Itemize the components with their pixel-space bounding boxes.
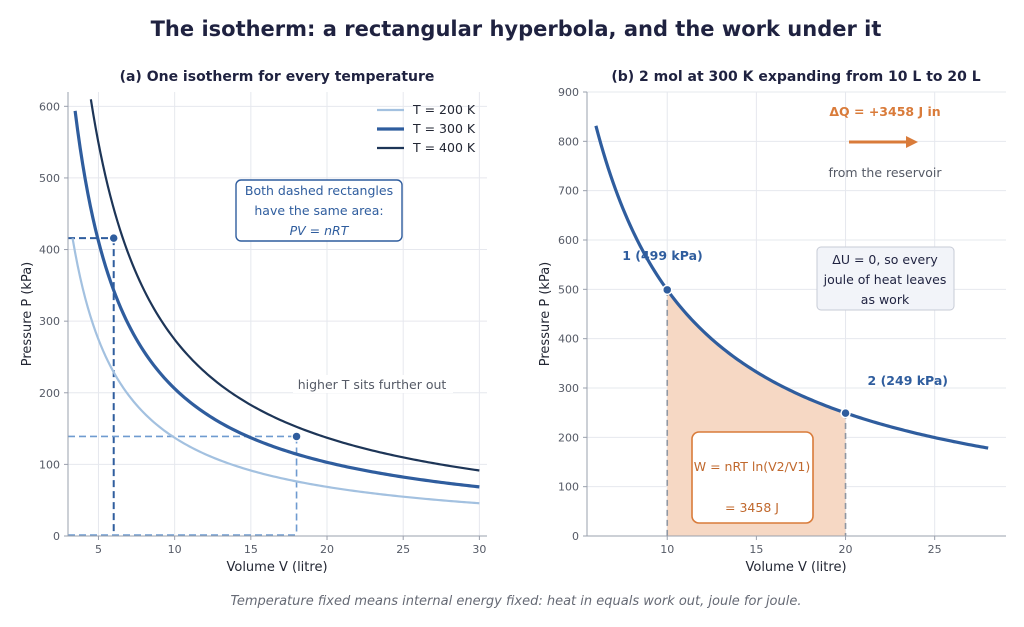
panel-b-xlabel: Volume V (litre) xyxy=(745,560,846,575)
panel-b-title: (b) 2 mol at 300 K expanding from 10 L t… xyxy=(611,69,980,85)
state-label-1: 1 (499 kPa) xyxy=(622,248,703,263)
y-tick-label: 500 xyxy=(558,283,579,296)
isotherm-t300 xyxy=(73,110,480,489)
panel-a-grid xyxy=(68,92,487,537)
state-point-1 xyxy=(108,232,119,244)
y-tick-label: 400 xyxy=(39,244,60,257)
panel-b-ticks: 10 15 20 25 0 100 200 300 400 500 600 700 800 900 xyxy=(558,86,942,556)
y-tick-label: 200 xyxy=(558,431,579,444)
area-note-line3: PV = nRT xyxy=(290,223,350,238)
panel-a-legend: T = 200 K T = 300 K T = 400 K xyxy=(377,102,476,155)
area-note-line2: have the same area: xyxy=(254,203,383,218)
legend-label: T = 200 K xyxy=(412,102,476,117)
y-tick-label: 100 xyxy=(558,481,579,494)
y-tick-label: 0 xyxy=(572,530,579,543)
x-tick-label: 15 xyxy=(244,543,258,556)
x-tick-label: 25 xyxy=(928,543,942,556)
y-tick-label: 800 xyxy=(558,135,579,148)
panel-a-xlabel: Volume V (litre) xyxy=(226,560,327,575)
state-point-1 xyxy=(661,284,673,296)
panel-a-axes xyxy=(67,92,487,537)
heat-arrow xyxy=(849,136,918,148)
du-note-line3: as work xyxy=(861,292,910,307)
further-note: higher T sits further out xyxy=(298,377,447,392)
x-tick-label: 15 xyxy=(749,543,763,556)
legend-label: T = 300 K xyxy=(412,121,476,136)
du-note: ΔU = 0, so every joule of heat leaves as… xyxy=(816,246,955,311)
y-tick-label: 700 xyxy=(558,185,579,198)
panel-a-area-note: Both dashed rectangles have the same are… xyxy=(235,179,403,242)
panel-a-curves xyxy=(71,99,480,505)
state-point-2 xyxy=(291,431,302,442)
figure-footer: Temperature fixed means internal energy … xyxy=(230,594,801,609)
area-note-line1: Both dashed rectangles xyxy=(245,183,393,198)
panel-a-ylabel: Pressure P (kPa) xyxy=(20,262,35,367)
du-note-line2: joule of heat leaves xyxy=(823,272,947,287)
panel-a-isotherms: (a) One isotherm for every temperature 5… xyxy=(20,69,487,575)
work-formula: W = nRT ln(V2/V1) xyxy=(694,459,810,474)
y-tick-label: 300 xyxy=(39,315,60,328)
panel-b-axes xyxy=(586,92,1006,537)
x-tick-label: 20 xyxy=(839,543,853,556)
panel-a-rectangles xyxy=(68,237,298,536)
state-point-2 xyxy=(840,407,851,419)
state-label-2: 2 (249 kPa) xyxy=(868,373,949,388)
y-tick-label: 600 xyxy=(39,100,60,113)
x-tick-label: 10 xyxy=(168,543,182,556)
y-tick-label: 100 xyxy=(39,458,60,471)
work-value: = 3458 J xyxy=(725,500,779,515)
x-tick-label: 10 xyxy=(660,543,674,556)
panel-b-ylabel: Pressure P (kPa) xyxy=(538,262,553,367)
figure-title: The isotherm: a rectangular hyperbola, a… xyxy=(151,17,882,41)
x-tick-label: 5 xyxy=(95,543,102,556)
y-tick-label: 600 xyxy=(558,234,579,247)
y-tick-label: 200 xyxy=(39,387,60,400)
further-note-bg xyxy=(293,375,453,393)
reservoir-label: from the reservoir xyxy=(828,165,942,180)
x-tick-label: 20 xyxy=(320,543,334,556)
y-tick-label: 400 xyxy=(558,333,579,346)
x-tick-label: 30 xyxy=(472,543,486,556)
y-tick-label: 300 xyxy=(558,382,579,395)
panel-b-expansion: (b) 2 mol at 300 K expanding from 10 L t… xyxy=(538,69,1006,575)
isotherm-t200 xyxy=(71,238,480,505)
y-tick-label: 500 xyxy=(39,172,60,185)
du-note-line1: ΔU = 0, so every xyxy=(832,252,938,267)
isotherm-t400 xyxy=(89,99,480,472)
legend-label: T = 400 K xyxy=(412,140,476,155)
isotherm-300k-2mol xyxy=(594,125,989,450)
y-tick-label: 900 xyxy=(558,86,579,99)
panel-a-title: (a) One isotherm for every temperature xyxy=(120,69,435,85)
y-tick-label: 0 xyxy=(53,530,60,543)
x-tick-label: 25 xyxy=(396,543,410,556)
heat-in-label: ΔQ = +3458 J in xyxy=(829,104,940,119)
panel-b-curve: 1 (499 kPa) 2 (249 kPa) xyxy=(594,125,989,450)
work-formula-box: W = nRT ln(V2/V1) = 3458 J xyxy=(691,431,814,524)
